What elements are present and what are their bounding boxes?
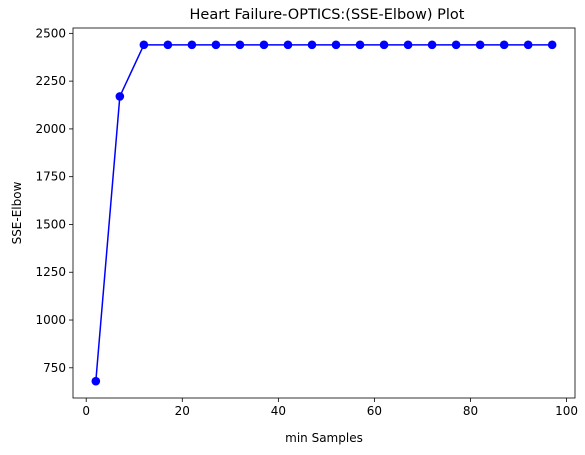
y-tick-label: 750	[43, 361, 66, 375]
data-point	[163, 40, 173, 50]
chart-title: Heart Failure-OPTICS:(SSE-Elbow) Plot	[190, 7, 465, 23]
y-tick-label: 2000	[35, 122, 66, 136]
data-point	[379, 40, 389, 50]
x-tick-label: 40	[271, 404, 286, 418]
data-point	[547, 40, 557, 50]
y-axis-label: SSE-Elbow	[10, 181, 24, 244]
data-point	[235, 40, 245, 50]
x-tick-label: 20	[175, 404, 190, 418]
data-point	[307, 40, 317, 50]
data-point	[283, 40, 293, 50]
data-point	[187, 40, 197, 50]
data-point	[115, 92, 125, 101]
x-tick-label: 60	[367, 404, 382, 418]
data-point	[331, 40, 341, 50]
data-point	[259, 40, 269, 50]
data-point	[523, 40, 533, 50]
data-point	[427, 40, 437, 50]
data-point	[211, 40, 221, 50]
y-tick-label: 1750	[35, 170, 66, 184]
data-point	[475, 40, 485, 50]
data-point	[403, 40, 413, 50]
data-point	[451, 40, 461, 50]
x-tick-label: 100	[555, 404, 578, 418]
y-tick-label: 1500	[35, 217, 66, 231]
data-point	[355, 40, 365, 50]
x-tick-label: 80	[463, 404, 478, 418]
x-tick-label: 0	[82, 404, 90, 418]
data-point	[139, 40, 149, 50]
y-tick-label: 1250	[35, 265, 66, 279]
axes-frame	[72, 27, 576, 399]
data-point	[91, 376, 101, 386]
y-tick-label: 2250	[35, 74, 66, 88]
x-axis-label: min Samples	[285, 431, 363, 445]
y-tick-label: 2500	[35, 26, 66, 40]
plot-area: 0 20 40 60 80 100 750 1000 1250 1500 1750 2000 2250 2…	[35, 26, 578, 418]
y-tick-label: 1000	[35, 313, 66, 327]
data-point	[499, 40, 509, 50]
